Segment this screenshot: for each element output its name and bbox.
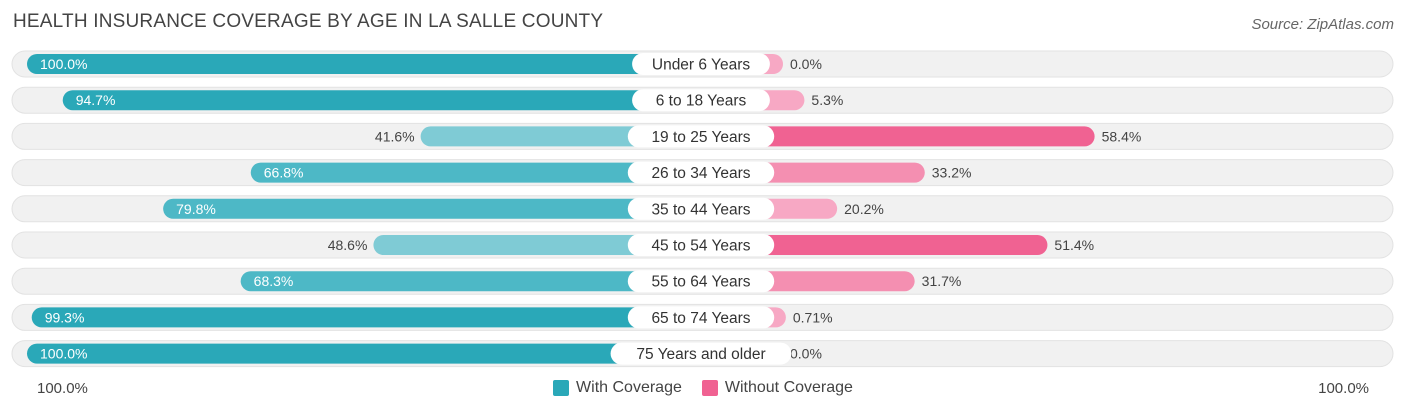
legend-swatch-without-coverage — [701, 380, 718, 396]
axis-label-left: 100.0% — [37, 380, 88, 397]
category-pill-35-to-44-years — [627, 197, 775, 220]
bar-with-coverage-35-to-44-years — [163, 198, 701, 219]
label-with-coverage-6-to-18-years: 94.7% — [76, 92, 116, 108]
category-pill-75-years-and-older — [610, 342, 792, 365]
bar-without-coverage-19-to-25-years — [701, 126, 1095, 147]
category-pill-under-6-years — [632, 53, 770, 75]
legend-label-without-coverage: Without Coverage — [724, 379, 853, 396]
label-without-coverage-19-to-25-years: 58.4% — [1102, 128, 1142, 144]
label-with-coverage-35-to-44-years: 79.8% — [176, 201, 216, 217]
chart-title: HEALTH INSURANCE COVERAGE BY AGE IN LA S… — [13, 11, 604, 32]
category-pill-55-to-64-years — [627, 270, 775, 293]
legend-label-with-coverage: With Coverage — [576, 379, 682, 396]
label-without-coverage-65-to-74-years: 0.71% — [793, 309, 833, 325]
legend-item-without-coverage: Without Coverage — [701, 379, 853, 397]
category-pill-45-to-54-years — [627, 234, 775, 256]
label-without-coverage-6-to-18-years: 5.3% — [811, 92, 843, 108]
label-without-coverage-75-years-and-older: 0.0% — [790, 346, 822, 362]
legend-swatch-with-coverage — [553, 380, 570, 396]
label-with-coverage-26-to-34-years: 66.8% — [264, 165, 304, 181]
bar-with-coverage-under-6-years — [27, 54, 701, 74]
bar-with-coverage-65-to-74-years — [31, 307, 701, 328]
bar-with-coverage-55-to-64-years — [240, 271, 701, 292]
legend-item-with-coverage: With Coverage — [553, 379, 682, 397]
label-without-coverage-under-6-years: 0.0% — [790, 56, 822, 72]
category-label-45-to-54-years: 45 to 54 Years — [651, 238, 750, 255]
bar-with-coverage-75-years-and-older — [27, 343, 701, 364]
category-label-under-6-years: Under 6 Years — [652, 57, 750, 74]
label-with-coverage-55-to-64-years: 68.3% — [254, 273, 294, 289]
category-pill-6-to-18-years — [632, 89, 770, 112]
category-label-35-to-44-years: 35 to 44 Years — [651, 201, 750, 218]
label-without-coverage-45-to-54-years: 51.4% — [1054, 237, 1094, 253]
label-without-coverage-35-to-44-years: 20.2% — [844, 201, 884, 217]
category-label-75-years-and-older: 75 Years and older — [636, 346, 765, 363]
label-with-coverage-75-years-and-older: 100.0% — [40, 346, 87, 362]
label-with-coverage-19-to-25-years: 41.6% — [375, 128, 415, 144]
category-label-19-to-25-years: 19 to 25 Years — [651, 129, 750, 146]
category-pill-26-to-34-years — [627, 161, 775, 184]
diverging-bar-chart: 100.0% 0.0% Under 6 Years 94.7% 5.3% 6 to 18 … — [11, 50, 1394, 368]
label-with-coverage-45-to-54-years: 48.6% — [328, 237, 368, 253]
label-with-coverage-65-to-74-years: 99.3% — [45, 309, 85, 325]
source-credit: Source: ZipAtlas.com — [1251, 16, 1394, 33]
bar-with-coverage-26-to-34-years — [250, 162, 701, 183]
label-without-coverage-55-to-64-years: 31.7% — [922, 273, 962, 289]
bar-with-coverage-45-to-54-years — [373, 235, 701, 255]
bar-without-coverage-45-to-54-years — [701, 235, 1048, 255]
legend: With Coverage Without Coverage — [0, 379, 1406, 397]
label-without-coverage-26-to-34-years: 33.2% — [932, 165, 972, 181]
category-pill-19-to-25-years — [627, 125, 775, 148]
category-pill-65-to-74-years — [627, 306, 775, 329]
category-label-26-to-34-years: 26 to 34 Years — [651, 165, 750, 182]
category-label-6-to-18-years: 6 to 18 Years — [656, 93, 747, 110]
label-with-coverage-under-6-years: 100.0% — [40, 56, 87, 72]
category-label-55-to-64-years: 55 to 64 Years — [651, 274, 750, 291]
bar-with-coverage-6-to-18-years — [62, 90, 702, 111]
category-label-65-to-74-years: 65 to 74 Years — [651, 310, 750, 327]
axis-label-right: 100.0% — [1318, 380, 1369, 397]
